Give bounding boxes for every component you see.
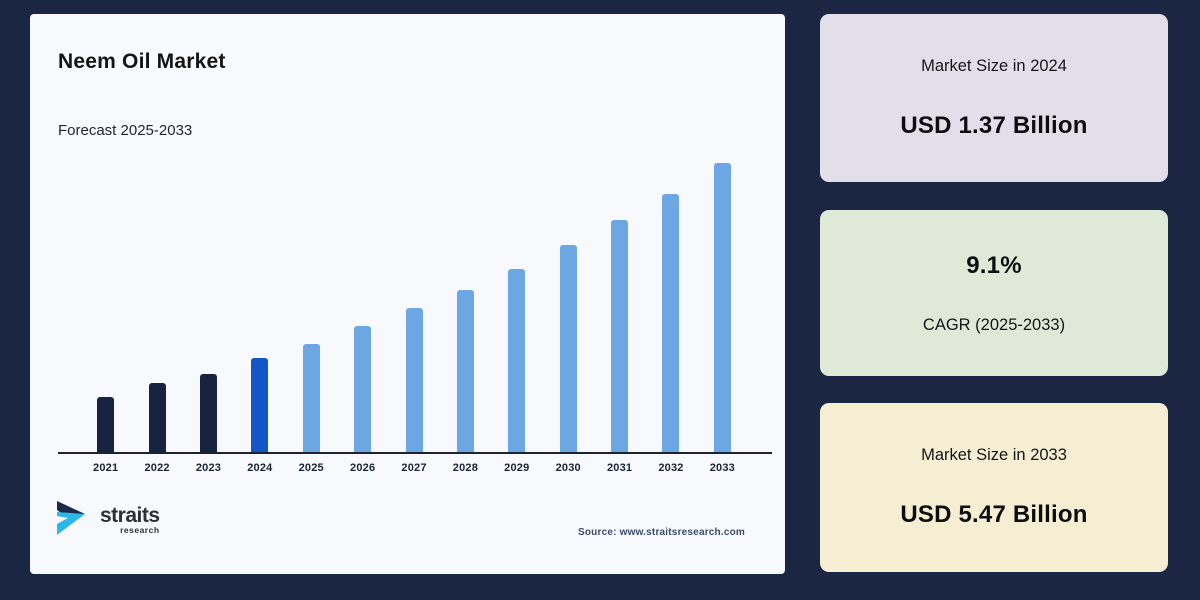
bar-2025 <box>302 344 320 452</box>
bar-2021 <box>97 397 115 452</box>
bar-2033 <box>713 163 731 452</box>
market-size-2033-value: USD 5.47 Billion <box>900 501 1088 528</box>
straits-arrow-icon <box>54 499 94 542</box>
bar-slot-2026: 2026 <box>337 150 388 474</box>
card-cagr: 9.1% CAGR (2025-2033) <box>820 210 1168 376</box>
bar-slot-2025: 2025 <box>286 150 337 474</box>
x-axis-label-2024: 2024 <box>247 462 273 474</box>
x-axis-label-2021: 2021 <box>93 462 119 474</box>
bar-slot-2027: 2027 <box>388 150 439 474</box>
x-axis-label-2022: 2022 <box>144 462 170 474</box>
bar-slot-2023: 2023 <box>183 150 234 474</box>
x-axis-label-2032: 2032 <box>658 462 684 474</box>
bar-2022 <box>148 383 166 452</box>
bar-2032 <box>662 194 680 452</box>
logo-subname: research <box>120 525 160 535</box>
x-axis-label-2028: 2028 <box>452 462 479 474</box>
x-axis-label-2030: 2030 <box>555 462 581 474</box>
bar-chart: 2021 2022 2023 2024 2025 2026 2027 2028 2029 2030… <box>58 150 772 474</box>
page-title: Neem Oil Market <box>58 50 226 73</box>
x-axis-label-2031: 2031 <box>606 462 633 474</box>
x-axis-label-2025: 2025 <box>298 462 324 474</box>
market-size-2024-value: USD 1.37 Billion <box>900 111 1088 139</box>
card-market-size-2024: Market Size in 2024 USD 1.37 Billion <box>820 14 1168 182</box>
market-size-2033-label: Market Size in 2033 <box>921 446 1067 464</box>
x-axis-label-2027: 2027 <box>401 462 427 474</box>
bar-slot-2029: 2029 <box>491 150 542 474</box>
x-axis-label-2033: 2033 <box>709 462 736 474</box>
bar-2028 <box>456 290 474 452</box>
bar-2024 <box>251 358 269 452</box>
logo-name: straits <box>100 504 160 527</box>
source-attribution: Source: www.straitsresearch.com <box>578 527 746 538</box>
bar-slot-2024: 2024 <box>234 150 285 474</box>
bar-slot-2033: 2033 <box>697 150 748 474</box>
x-axis-label-2026: 2026 <box>350 462 376 474</box>
chart-panel: Neem Oil Market Forecast 2025-2033 2021 2… <box>30 14 785 574</box>
bar-2026 <box>354 326 372 452</box>
bar-slot-2022: 2022 <box>131 150 182 474</box>
bar-slot-2031: 2031 <box>594 150 645 474</box>
bar-2030 <box>559 245 577 452</box>
bar-slot-2030: 2030 <box>543 150 594 474</box>
x-axis-label-2023: 2023 <box>195 462 222 474</box>
straits-research-logo: straits research <box>54 499 160 542</box>
bar-2027 <box>405 308 423 452</box>
bar-slot-2021: 2021 <box>80 150 131 474</box>
cagr-label: CAGR (2025-2033) <box>922 315 1066 334</box>
cagr-value: 9.1% <box>966 251 1022 279</box>
market-size-2024-label: Market Size in 2024 <box>921 56 1067 75</box>
x-axis-label-2029: 2029 <box>504 462 530 474</box>
bar-slot-2028: 2028 <box>440 150 491 474</box>
bar-2029 <box>508 269 526 452</box>
bar-2031 <box>611 220 629 452</box>
bar-2023 <box>199 374 217 452</box>
card-market-size-2033: Market Size in 2033 USD 5.47 Billion <box>820 403 1168 572</box>
forecast-subtitle: Forecast 2025-2033 <box>58 122 193 139</box>
bar-slot-2032: 2032 <box>645 150 696 474</box>
